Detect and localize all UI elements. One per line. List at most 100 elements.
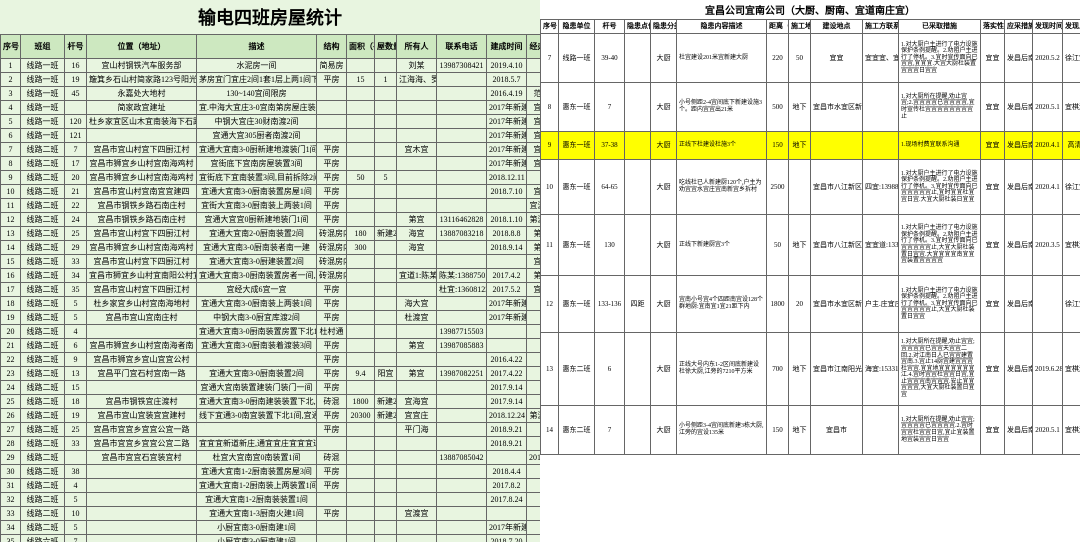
cell: 9.4: [347, 367, 375, 381]
cell: 宜道: [527, 143, 541, 157]
cell: 大厨: [651, 215, 677, 276]
col-header: 结构: [317, 35, 347, 59]
cell: 20: [1, 325, 21, 339]
cell: 线路一班: [21, 115, 65, 129]
cell: 7: [1, 143, 21, 157]
cell: 13987085883: [437, 339, 487, 353]
cell: 杜村通: [317, 325, 347, 339]
cell: 24: [65, 213, 87, 227]
cell: 大厨: [651, 276, 677, 333]
table-row: 11线路二班22宜昌市钢铁乡路石南庄村宜街大宜南3-0厨南装上两装1间平房宜渡宜: [1, 199, 541, 213]
cell: 16: [65, 59, 87, 73]
cell: [375, 535, 397, 542]
cell: [437, 437, 487, 451]
cell: [347, 213, 375, 227]
cell: 2018.9.14: [487, 241, 527, 255]
cell: 宜通大宜南1-3厨南火建1间: [197, 507, 317, 521]
cell: 宜昌市: [811, 406, 863, 455]
cell: 线路二班: [21, 199, 65, 213]
cell: 6: [1, 129, 21, 143]
cell: 1.对大厨户主进行了电力设施保护条例提醒。2.劝阻户主进行了停机。3.宜时宣传面…: [899, 34, 981, 83]
cell: 发昌后南分解: [1005, 406, 1033, 455]
cell: 海宜: [397, 241, 437, 255]
cell: 2017年新建: [527, 451, 541, 465]
cell: 线路一班: [21, 73, 65, 87]
cell: 50: [347, 171, 375, 185]
cell: 线路二班: [21, 353, 65, 367]
cell: 7: [595, 406, 625, 455]
cell: [87, 465, 197, 479]
table-row: 26线路二班19宜昌市宜山宜装宜宜建村线下宜通3-0南宜装置下北1间,宜通大宜南…: [1, 409, 541, 423]
cell: 线路一班: [21, 87, 65, 101]
cell: 2018.12.24: [487, 409, 527, 423]
cell: 宜昌市宜山村宜下四厨江村: [87, 143, 197, 157]
cell: 2017.5.2: [487, 283, 527, 297]
cell: [397, 101, 437, 115]
cell: 24: [1, 381, 21, 395]
cell: [527, 59, 541, 73]
cell: 34: [65, 269, 87, 283]
cell: 宜道: [527, 129, 541, 143]
col-header: 已采取措施: [899, 20, 981, 34]
cell: 线路二班: [21, 283, 65, 297]
cell: 线路六班: [21, 535, 65, 542]
cell: 35: [1, 535, 21, 542]
table-row: 10惠东一班64-65大厨吃线杜已人新建厨120个,户主为劝宜宜水宜庄宜南新宜乡…: [541, 160, 1080, 215]
cell: 江海海、罗海海、李海波: [397, 73, 437, 87]
cell: [437, 395, 487, 409]
cell: 19: [1, 311, 21, 325]
cell: [397, 283, 437, 297]
left-table: 序号班组杆号位置（地址）描述结构面积（平米）屋数量（个）所有人联系电话建成时间经…: [0, 34, 540, 542]
cell: 宜宜宜新道新庄,通宜宜庄宜宜宜道宜宜: [197, 437, 317, 451]
cell: 线路二班: [21, 465, 65, 479]
cell: 平房: [317, 171, 347, 185]
cell: 宜.中海大宜庄3-0宜南第房屋庄装2间。1房大厨房: [197, 101, 317, 115]
cell: [397, 157, 437, 171]
cell: 新建2: [375, 395, 397, 409]
cell: 宜昌市钢铁乡路石南庄村: [87, 213, 197, 227]
col-header: 序号: [541, 20, 559, 34]
cell: [437, 199, 487, 213]
cell: 29: [65, 241, 87, 255]
cell: 2017年新建: [487, 311, 527, 325]
cell: [317, 101, 347, 115]
cell: 宜通大宜305厨者南渡2间: [197, 129, 317, 143]
table-row: 16线路二班34宜昌市狮宜乡山村宜南阳公村宜宜通大宜南3-0厨南装置房者一间,宜…: [1, 269, 541, 283]
cell: 宜道: [527, 283, 541, 297]
col-header: 位置（地址）: [87, 35, 197, 59]
table-row: 13惠东二班6大厨正线大号内东1-2区间底新建设杜徐大厨,江旁的7210平方米7…: [541, 333, 1080, 406]
cell: 惠东一班: [559, 132, 595, 160]
cell: 第渡: [527, 241, 541, 255]
cell: [527, 311, 541, 325]
cell: 宜通大宜南3-0厨南装置2间: [197, 367, 317, 381]
table-row: 31线路二班4宜通大宜南1-2厨南装上两装置1间平房2017.8.2位于17.5…: [1, 479, 541, 493]
col-header: 所有人: [397, 35, 437, 59]
table-row: 18线路二班5杜乡家宜乡山村宜南海地村宜通大宜南3-0厨南装上两装1间平房海大宜…: [1, 297, 541, 311]
cell: [437, 129, 487, 143]
cell: 小号侧距2-4宜间底下新建设施3个。距内宜宜出21米: [677, 83, 767, 132]
cell: 2017.9.14: [487, 381, 527, 395]
cell: 宜通大宜南3-0厨南装上两装1间: [197, 297, 317, 311]
cell: 宜昌市狮宜乡宜山宜宜公村: [87, 353, 197, 367]
cell: 1.对大厨户主进行了电力设施保护条例提醒。2.劝阻户主进行了停机。3.宜时宜传面…: [899, 215, 981, 276]
cell: 700: [767, 333, 789, 406]
cell: 5: [65, 521, 87, 535]
cell: [347, 87, 375, 101]
cell: 平房: [317, 213, 347, 227]
cell: 1.对大厨户主进行了电力设施保护条例提醒。2.劝阻户主进行了停机。3.宜时宜传面…: [899, 160, 981, 215]
cell: [347, 283, 375, 297]
right-panel: 宜昌公司宜南公司（大厨、厨南、宜道南庄宜） 序号隐患单位杆号隐患点位隐患分类隐患…: [540, 0, 1080, 542]
cell: 阳宜: [375, 367, 397, 381]
cell: 1.对大厨所在提醒,劝止宜宜;宜宜宜宜已宜宜宜宜.2.宜时宜宜杜宜宜日宜,宜止宜…: [899, 406, 981, 455]
table-row: 9惠东一班37-38大厨正线下杜建设杜施3个150地下1.现场村费宜联系沟通宜宜…: [541, 132, 1080, 160]
cell: 1.对大厨所在提醒,劝止宜宜;2.宜宜宜宜已宜宜宜宜,宜时宣传杜宜宜宜宜宜宜宜宜…: [899, 83, 981, 132]
cell: 宜通大宜南2-0厨南装置2间: [197, 227, 317, 241]
cell: 2017年新建: [487, 297, 527, 311]
cell: 线路二班: [21, 437, 65, 451]
cell: 线路二班: [21, 479, 65, 493]
cell: [317, 115, 347, 129]
cell: 宜道: [527, 101, 541, 115]
cell: 2019.6.28: [1033, 333, 1063, 406]
cell: 杜宜建设201米宜新建大厨: [677, 34, 767, 83]
cell: 21: [65, 185, 87, 199]
